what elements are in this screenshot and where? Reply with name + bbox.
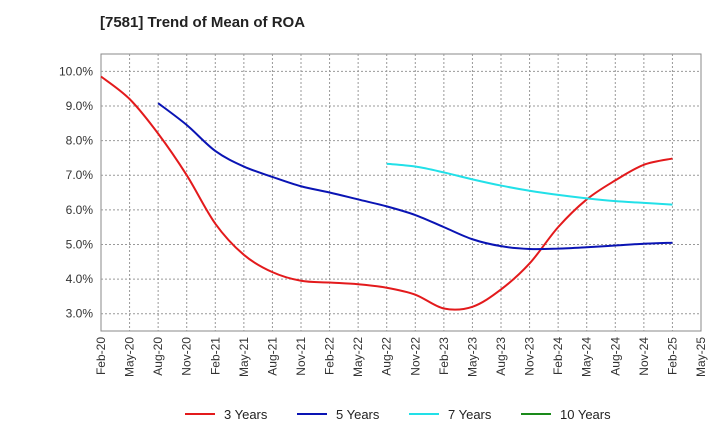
x-tick-label: Nov-24 [637, 337, 651, 376]
x-tick-label: Nov-22 [408, 337, 422, 376]
x-tick-label: Aug-24 [608, 337, 622, 376]
x-tick-label: May-23 [465, 337, 479, 377]
x-tick-label: Aug-21 [265, 337, 279, 376]
x-tick-label: Feb-21 [208, 337, 222, 375]
y-tick-label: 10.0% [59, 64, 93, 78]
legend-label: 5 Years [336, 407, 380, 422]
y-tick-label: 3.0% [66, 307, 94, 321]
x-tick-label: Aug-22 [380, 337, 394, 376]
legend-label: 10 Years [560, 407, 611, 422]
x-tick-label: May-21 [237, 337, 251, 377]
y-tick-label: 7.0% [66, 168, 94, 182]
y-tick-label: 8.0% [66, 134, 94, 148]
legend-label: 3 Years [224, 407, 268, 422]
x-tick-label: Aug-23 [494, 337, 508, 376]
y-tick-label: 6.0% [66, 203, 94, 217]
x-tick-label: May-20 [123, 337, 137, 377]
x-tick-label: Nov-20 [180, 337, 194, 376]
y-axis: 3.0% 4.0% 5.0% 6.0% 7.0% 8.0% 9.0% 10.0% [59, 64, 93, 320]
x-tick-label: May-22 [351, 337, 365, 377]
series-lines [100, 75, 673, 311]
x-tick-label: Aug-20 [151, 337, 165, 376]
x-tick-label: May-25 [694, 337, 708, 377]
x-tick-label: May-24 [580, 337, 594, 377]
x-tick-label: Feb-23 [437, 337, 451, 375]
y-tick-label: 9.0% [66, 99, 94, 113]
x-tick-label: Feb-25 [665, 337, 679, 375]
x-tick-label: Feb-24 [551, 337, 565, 375]
x-tick-label: Nov-21 [294, 337, 308, 376]
plot-area [100, 53, 702, 332]
chart-title: [7581] Trend of Mean of ROA [100, 14, 306, 31]
legend-label: 7 Years [448, 407, 492, 422]
legend: 3 Years 5 Years 7 Years 10 Years [185, 407, 611, 422]
series-line-3-years [100, 75, 673, 311]
y-tick-label: 4.0% [66, 272, 94, 286]
y-tick-label: 5.0% [66, 237, 94, 251]
x-tick-label: Nov-23 [523, 337, 537, 376]
x-tick-label: Feb-22 [323, 337, 337, 375]
x-tick-label: Feb-20 [94, 337, 108, 375]
x-axis: Feb-20 May-20 Aug-20 Nov-20 Feb-21 May-21 Aug-… [94, 337, 708, 377]
series-line-5-years [157, 102, 673, 251]
series-line-7-years [386, 162, 673, 206]
